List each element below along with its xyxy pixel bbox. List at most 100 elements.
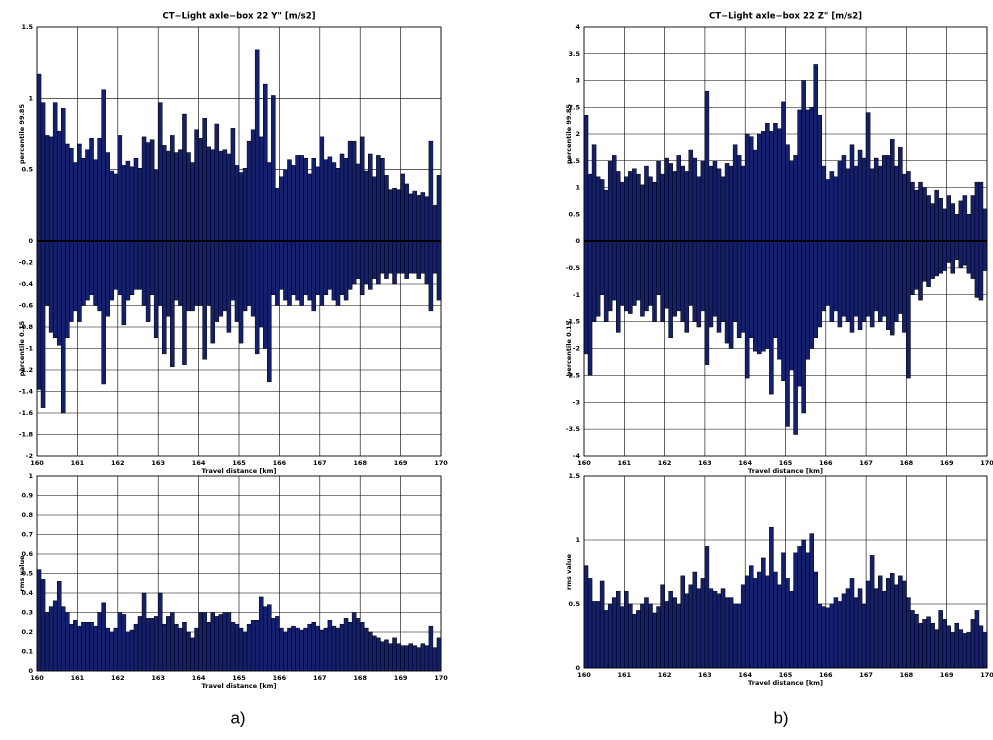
x-tick-label: 169 [394, 674, 408, 682]
bar [837, 240, 843, 328]
bar [680, 240, 685, 322]
bar [396, 643, 401, 672]
bar [761, 131, 766, 242]
bar [757, 571, 762, 669]
bar [813, 240, 818, 338]
bar [311, 240, 317, 312]
bar [170, 612, 175, 672]
bar [359, 136, 365, 242]
plot-frame [36, 475, 442, 672]
bar [652, 612, 657, 669]
bar [696, 588, 702, 669]
bar [343, 240, 349, 301]
bar [384, 240, 389, 279]
y-tick-label: 0.4 [21, 589, 33, 597]
bar [36, 240, 42, 390]
bar [206, 240, 211, 306]
bar [902, 240, 907, 333]
bar [785, 240, 790, 427]
bar [77, 240, 82, 322]
bar [652, 240, 657, 322]
bar [101, 240, 106, 385]
bar [73, 620, 78, 672]
y-tick-label: 0.8 [21, 511, 33, 519]
bar [145, 142, 151, 242]
bar [910, 181, 915, 242]
bar [841, 593, 847, 669]
bar [728, 240, 734, 349]
bar [125, 240, 131, 301]
bar [789, 590, 794, 669]
bar [69, 623, 74, 672]
bar [295, 627, 300, 672]
bar [668, 590, 673, 669]
bar [157, 240, 163, 306]
bar [186, 152, 191, 242]
bar [954, 240, 960, 261]
bar [708, 588, 714, 669]
bar [692, 157, 698, 242]
bar [214, 240, 220, 322]
bar [400, 173, 405, 242]
bar [279, 627, 284, 672]
bar [283, 240, 288, 301]
bar [271, 618, 276, 672]
bar [65, 612, 70, 672]
x-tick-label: 169 [940, 459, 954, 467]
bar [865, 240, 871, 317]
bar [40, 102, 46, 242]
bar [178, 240, 183, 306]
bar [672, 240, 677, 317]
bar [873, 157, 879, 242]
bar [918, 622, 923, 669]
bar [113, 240, 119, 290]
y-tick-label: 0.5 [21, 166, 33, 174]
bar [186, 240, 191, 312]
y-axis-label: percentile 99.85 [565, 104, 573, 164]
bar [644, 165, 649, 242]
y-tick-label: 0 [28, 667, 33, 675]
bar [748, 136, 754, 242]
bar [271, 95, 276, 242]
x-axis-label: Travel distance [km] [202, 467, 277, 475]
bar [978, 240, 984, 301]
bar [376, 240, 381, 285]
bar [966, 631, 972, 669]
bar [267, 162, 272, 242]
bar [950, 631, 956, 669]
bar [48, 606, 54, 672]
bar [942, 240, 947, 271]
bar [424, 196, 430, 242]
bar [392, 637, 397, 672]
bar [934, 629, 939, 669]
bar [599, 179, 605, 242]
x-tick-label: 160 [30, 459, 44, 467]
bar [194, 129, 199, 242]
y-tick-label: 0 [575, 664, 580, 672]
bar [190, 637, 195, 672]
bar [740, 584, 746, 669]
bar [121, 240, 127, 326]
bar [44, 612, 50, 672]
bar [81, 158, 86, 242]
bar [190, 240, 195, 312]
bar [898, 575, 903, 669]
bar [368, 240, 373, 290]
bar [877, 240, 883, 322]
bar [680, 575, 685, 669]
bar [133, 623, 139, 672]
bar [716, 168, 722, 242]
y-axis-label: rms value [565, 553, 573, 590]
bar [404, 645, 409, 672]
bar [125, 631, 131, 672]
bar [954, 622, 960, 669]
bar [133, 240, 139, 290]
bar [258, 596, 264, 672]
bar [412, 645, 418, 672]
x-axis-label: Travel distance [km] [748, 679, 823, 687]
bar [303, 240, 308, 295]
bar [327, 620, 333, 672]
bar [757, 133, 762, 242]
bar [246, 140, 252, 242]
